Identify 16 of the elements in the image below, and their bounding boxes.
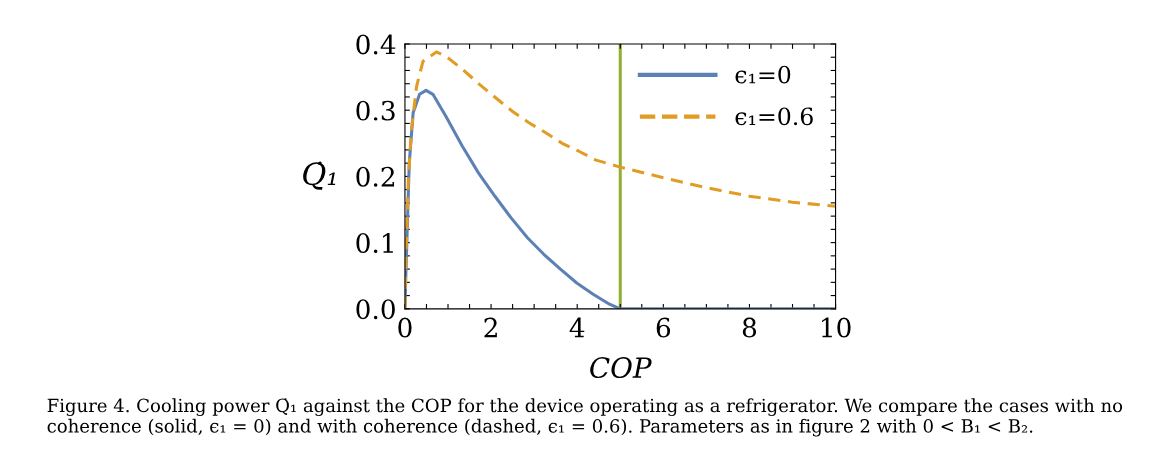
x-tick-label: 0 [398,317,412,338]
x-tick-label: 2 [484,317,497,338]
x-axis-title: COP [590,357,652,379]
y-tick-label: 0.1 [356,233,393,254]
x-tick-label: 4 [569,317,585,338]
x-tick-label: 10 [822,317,851,338]
y-axis-title: Q̇₁ [303,161,336,190]
y-tick-label: 0.0 [356,299,395,320]
legend-label: ϵ₁=0.6 [735,107,813,126]
caption: Figure 4. Cooling power Q̇₁ against the COP for the device operating as a refrigerator. We compare the cases with no coherence (solid, ϵ₁ = 0) and with coherence (dashed, ϵ₁ = 0.6). Parameters as in figure 2 with 0 < B₁ < B₂. [47,398,1123,437]
y-tick-label: 0.2 [356,166,395,187]
y-tick-label: 0.4 [356,34,396,55]
x-tick-label: 8 [742,317,757,338]
x-tick-label: 6 [656,317,671,338]
y-tick-label: 0.3 [356,100,395,121]
legend-label: ϵ₁=0 [735,65,791,84]
